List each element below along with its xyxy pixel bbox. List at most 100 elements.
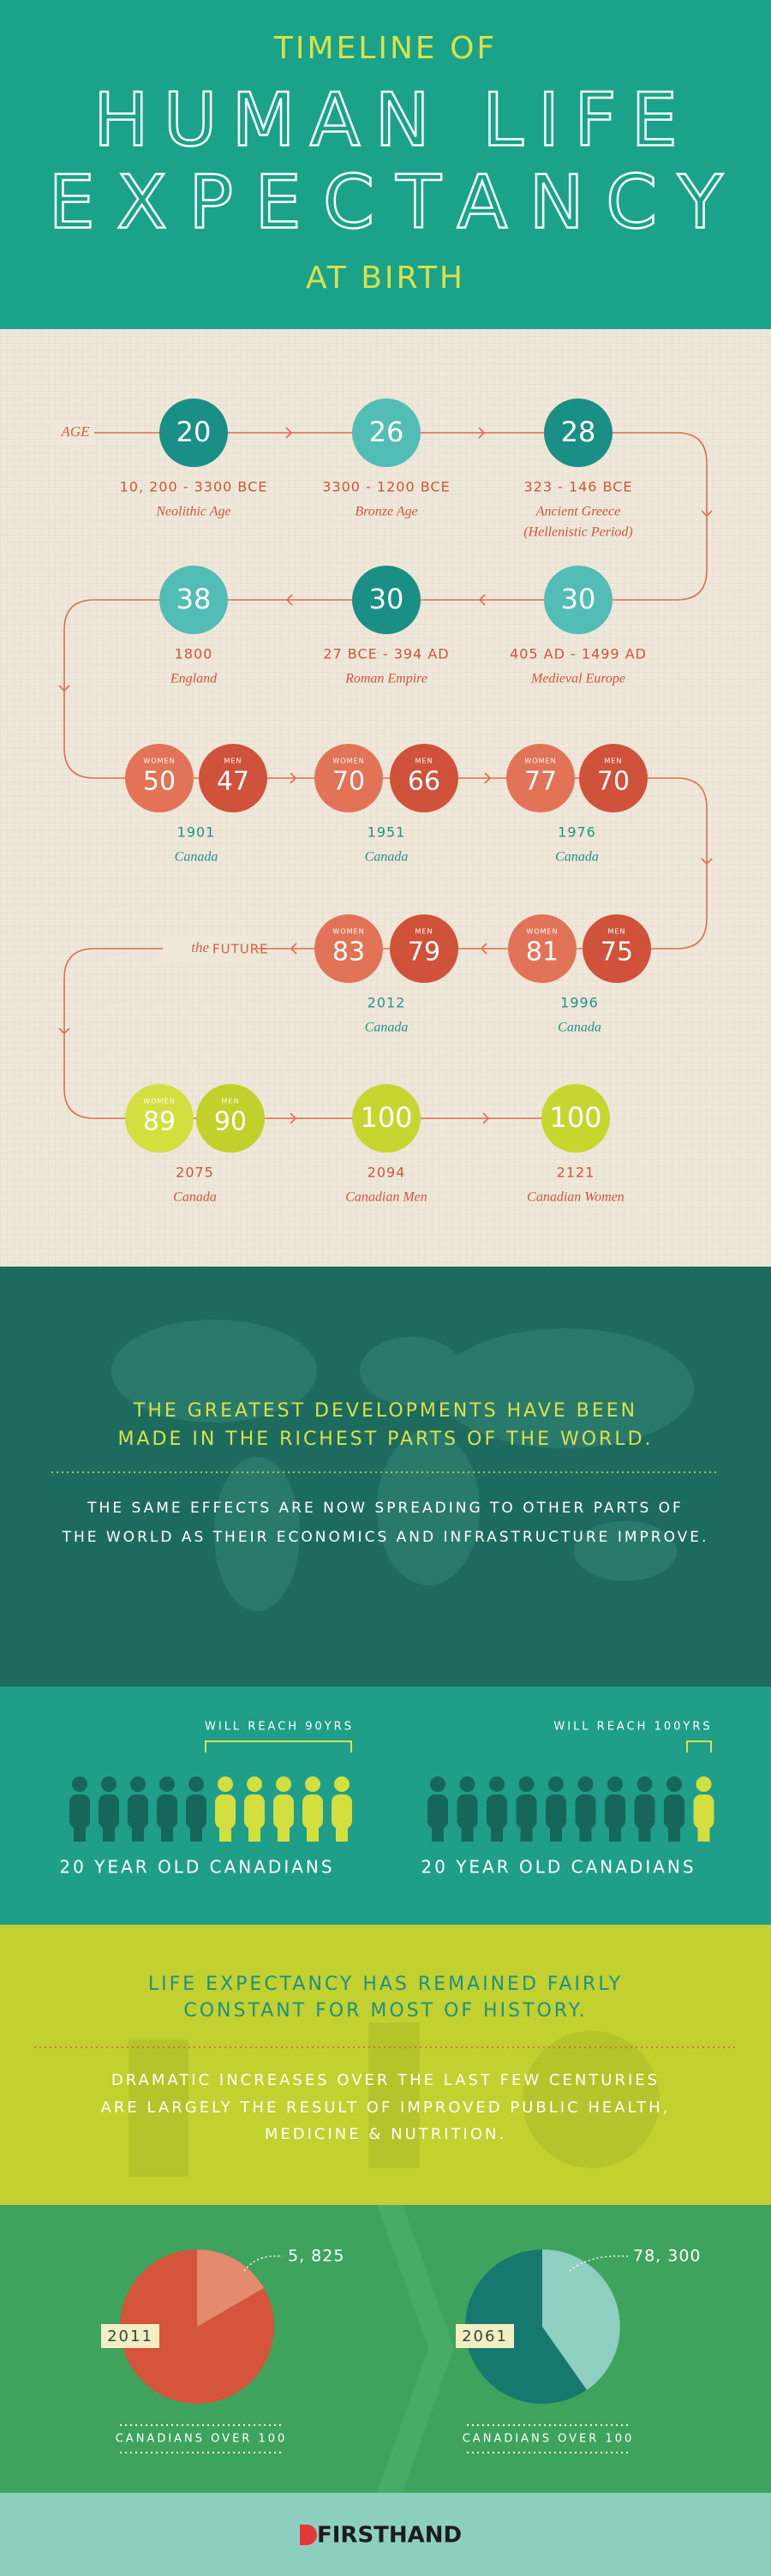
- headline: LIFE EXPECTANCY HAS REMAINED FAIRLY: [148, 1974, 623, 1995]
- label-bg: [53, 420, 94, 446]
- person-legs: [432, 1821, 444, 1842]
- person-legs: [307, 1821, 319, 1842]
- person-legs: [103, 1821, 115, 1842]
- caption: 20 YEAR OLD CANADIANS: [421, 1857, 696, 1878]
- place: Bronze Age: [355, 505, 417, 519]
- person-head: [666, 1776, 682, 1792]
- person-head: [72, 1776, 87, 1792]
- age-label: WOMEN: [143, 758, 175, 765]
- body-line: THE WORLD AS THEIR ECONOMICS AND INFRAST…: [62, 1529, 709, 1546]
- person-legs: [491, 1821, 503, 1842]
- date: 1976: [558, 824, 596, 841]
- person-body: [128, 1794, 148, 1829]
- age: 89: [143, 1107, 176, 1137]
- person-legs: [132, 1821, 144, 1842]
- timeline-path: [63, 432, 708, 1119]
- person-body: [99, 1794, 119, 1829]
- headline: CONSTANT FOR MOST OF HISTORY.: [183, 2000, 587, 2022]
- age-circle: [314, 914, 383, 983]
- place: Ancient Greece: [535, 505, 620, 519]
- age-label: MEN: [224, 758, 242, 765]
- place: (Hellenistic Period): [523, 525, 633, 540]
- person-head: [276, 1776, 291, 1792]
- start-label: AGE: [60, 423, 90, 440]
- dotted-rules: [120, 2424, 630, 2453]
- person-head: [459, 1776, 475, 1792]
- kicker: TIMELINE OF: [273, 31, 497, 66]
- note: WILL REACH 100YRS: [553, 1721, 712, 1734]
- person-legs: [609, 1821, 621, 1842]
- place: Canadian Women: [527, 1190, 625, 1205]
- title-line: HUMAN LIFE: [93, 77, 678, 163]
- timeline-entries: 20 10, 200 - 3300 BCE Neolithic Age 26 3300 …: [120, 398, 651, 1205]
- age-circle: [541, 1084, 610, 1153]
- age: 100: [360, 1101, 412, 1134]
- person-body: [457, 1794, 478, 1829]
- person-body: [157, 1794, 177, 1829]
- person-head: [101, 1776, 117, 1792]
- age-label: WOMEN: [332, 928, 364, 936]
- headline: THE GREATEST DEVELOPMENTS HAVE BEEN: [133, 1400, 637, 1422]
- date: 405 AD - 1499 AD: [510, 646, 647, 662]
- leader: [243, 2255, 284, 2272]
- person-head: [430, 1776, 445, 1792]
- person-body: [273, 1794, 294, 1829]
- chevron: [377, 2205, 454, 2493]
- person-head: [305, 1776, 320, 1792]
- age-circle: [579, 744, 648, 812]
- logo-mark: [300, 2525, 317, 2545]
- person-body: [546, 1794, 566, 1829]
- people: [69, 1776, 714, 1842]
- arrows: [58, 427, 713, 1124]
- future-prefix: the: [191, 939, 209, 956]
- age-circle: [125, 744, 194, 812]
- person-head: [518, 1776, 535, 1792]
- age-circle: [508, 914, 577, 983]
- person-legs: [668, 1821, 680, 1842]
- date: 2012: [368, 995, 406, 1011]
- note: WILL REACH 90YRS: [205, 1721, 354, 1734]
- year: 2011: [107, 2327, 153, 2345]
- age: 47: [217, 767, 249, 797]
- person-head: [637, 1776, 653, 1792]
- age-circle: [544, 398, 613, 467]
- future-label: FUTURE: [212, 942, 269, 957]
- age-circle: [583, 914, 651, 983]
- person-body: [69, 1794, 90, 1829]
- person-head: [159, 1776, 175, 1792]
- body-line: DRAMATIC INCREASES OVER THE LAST FEW CEN…: [111, 2071, 660, 2089]
- leader: [569, 2255, 629, 2272]
- person-head: [577, 1776, 594, 1792]
- pie-slice: [197, 2249, 264, 2327]
- person-head: [218, 1776, 233, 1792]
- pie-slice: [542, 2249, 620, 2390]
- date: 3300 - 1200 BCE: [322, 479, 450, 495]
- bracket: [686, 1740, 712, 1752]
- person-body: [332, 1794, 352, 1829]
- subtitle: AT BIRTH: [306, 261, 465, 296]
- date: 27 BCE - 394 AD: [323, 646, 449, 662]
- age: 70: [332, 767, 365, 797]
- count: 78, 300: [633, 2247, 702, 2266]
- date: 1800: [175, 646, 213, 662]
- age-circle: [159, 566, 228, 634]
- person-legs: [520, 1821, 533, 1842]
- brand: FIRSTHAND: [317, 2523, 462, 2549]
- person-head: [489, 1776, 505, 1792]
- age: 28: [561, 416, 596, 448]
- place: Roman Empire: [344, 672, 427, 686]
- age-circle: [125, 1084, 194, 1153]
- age: 70: [597, 767, 630, 797]
- person-body: [634, 1794, 655, 1829]
- age-circle: [352, 398, 421, 467]
- headline: MADE IN THE RICHEST PARTS OF THE WORLD.: [117, 1429, 653, 1450]
- person-body: [244, 1794, 265, 1829]
- age: 26: [369, 416, 404, 448]
- person-body: [186, 1794, 206, 1829]
- age-circle: [199, 744, 267, 812]
- age-label: WOMEN: [332, 758, 364, 765]
- person-body: [693, 1794, 714, 1829]
- place: Canada: [173, 1190, 217, 1205]
- age: 30: [561, 583, 596, 615]
